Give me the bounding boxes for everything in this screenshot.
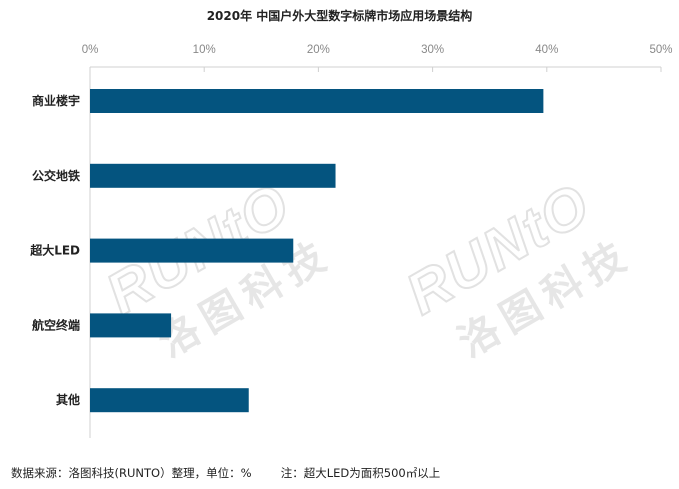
- category-label: 公交地铁: [32, 168, 80, 183]
- x-tick-label: 0%: [82, 44, 99, 56]
- bar: [90, 238, 294, 263]
- category-label: 航空终端: [32, 317, 80, 332]
- x-tick-label: 20%: [307, 44, 330, 56]
- x-tick-label: 10%: [193, 44, 216, 56]
- x-tick-label: 30%: [421, 44, 444, 56]
- category-label: 其他: [56, 392, 80, 407]
- bar: [90, 163, 336, 188]
- footer: 数据来源：洛图科技(RUNTO）整理，单位：% 注：超大LED为面积500㎡以上: [11, 465, 440, 481]
- bar: [90, 388, 249, 413]
- x-tick-label: 40%: [535, 44, 558, 56]
- category-label: 商业楼宇: [32, 93, 80, 108]
- size-note: 注：超大LED为面积500㎡以上: [280, 466, 441, 480]
- bar: [90, 89, 544, 113]
- category-label: 超大LED: [29, 243, 80, 258]
- source-note: 数据来源：洛图科技(RUNTO）整理，单位：%: [11, 466, 252, 480]
- bar: [90, 313, 172, 338]
- x-tick-label: 50%: [649, 44, 672, 56]
- chart-title: 2020年 中国户外大型数字标牌市场应用场景结构: [206, 9, 473, 23]
